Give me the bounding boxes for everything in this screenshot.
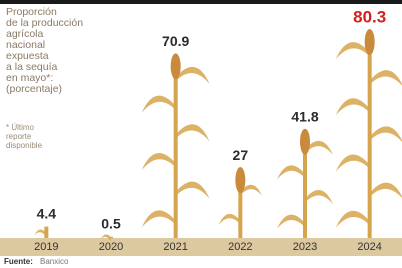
stalk [174,54,178,238]
leaf [277,215,305,229]
leaf [176,182,210,199]
x-tick-label: 2023 [293,241,317,253]
leaf [142,96,176,113]
x-tick-label: 2022 [228,241,252,253]
value-label: 27 [233,147,249,163]
chart: Fuente: Banxico Proporciónde la producci… [0,0,402,268]
leaf [176,124,210,141]
value-label: 80.3 [353,7,386,26]
value-label: 4.4 [37,205,57,221]
value-label: 70.9 [162,33,189,49]
leaf [336,42,370,59]
value-label: 41.8 [291,108,318,124]
leaf [370,70,402,87]
leaf [176,67,210,84]
stalk [109,237,113,238]
cob [365,29,375,55]
stalk [368,30,372,238]
leaf [336,98,370,115]
leaf [305,190,333,204]
stalk [44,227,48,238]
axis-band [0,238,402,256]
top-band [0,0,402,4]
leaf [142,210,176,227]
leaf [370,126,402,143]
leaf [370,183,402,200]
note-line: reporte [6,132,32,141]
leaf [142,153,176,170]
x-tick-label: 2024 [357,241,381,253]
source-label: Fuente: [4,257,33,266]
value-label: 0.5 [101,215,121,231]
cob [235,167,245,193]
leaf [336,155,370,172]
note-line: * Último [6,123,35,132]
cob [300,129,310,155]
title-line: (porcentaje) [6,83,62,95]
x-tick-label: 2020 [99,241,123,253]
leaf [336,211,370,228]
x-tick-label: 2019 [34,241,58,253]
cob [171,53,181,79]
leaf [219,214,241,225]
x-tick-label: 2021 [163,241,187,253]
note-line: disponible [6,141,43,150]
source: Banxico [40,257,69,266]
leaf [277,165,305,179]
